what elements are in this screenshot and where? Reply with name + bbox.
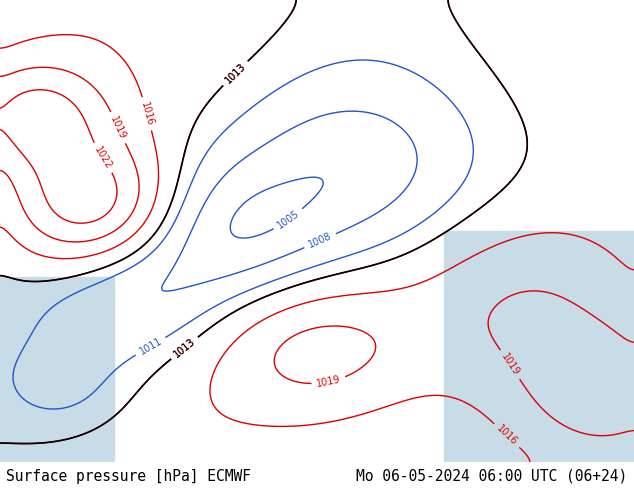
- Text: 1011: 1011: [138, 336, 164, 357]
- Text: 1013: 1013: [172, 337, 197, 360]
- Text: 1008: 1008: [307, 231, 333, 250]
- Text: 1016: 1016: [139, 100, 155, 127]
- Bar: [0, 277, 114, 462]
- Text: 1013: 1013: [223, 61, 248, 85]
- Text: Mo 06-05-2024 06:00 UTC (06+24): Mo 06-05-2024 06:00 UTC (06+24): [356, 468, 628, 484]
- Text: 1022: 1022: [92, 145, 113, 171]
- Bar: [444, 231, 634, 462]
- Text: Surface pressure [hPa] ECMWF: Surface pressure [hPa] ECMWF: [6, 468, 251, 484]
- Text: 1005: 1005: [275, 208, 301, 231]
- Text: 1016: 1016: [495, 423, 519, 448]
- Text: 1013: 1013: [172, 337, 197, 360]
- Text: 1019: 1019: [316, 374, 342, 389]
- Text: 1019: 1019: [108, 115, 127, 141]
- Text: 1013: 1013: [223, 61, 248, 85]
- Text: 1019: 1019: [499, 351, 521, 377]
